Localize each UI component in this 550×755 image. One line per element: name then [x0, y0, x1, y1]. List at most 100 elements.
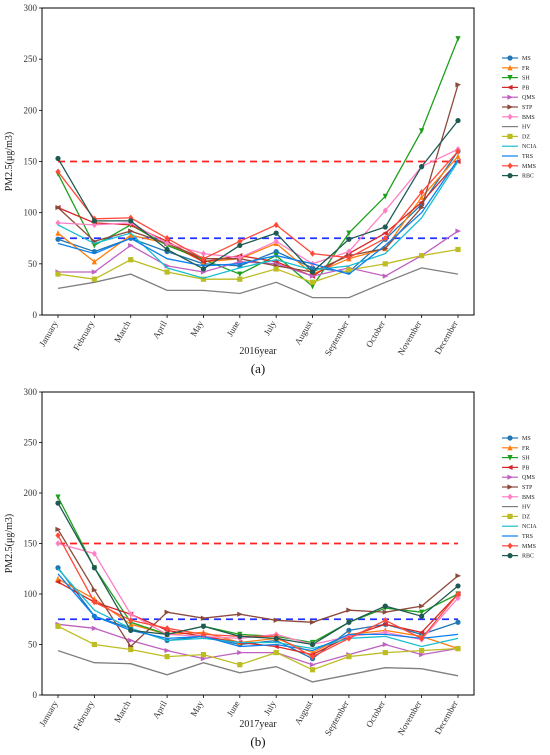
- panel-b-data-point: [237, 662, 243, 668]
- panel-a-series-line: [57, 148, 459, 265]
- panel-a-data-point: [309, 279, 316, 285]
- legend-entry-ncia: NCIA: [522, 144, 537, 150]
- panel-a-series-line: [57, 161, 459, 279]
- panel-b-y-tick-label: 150: [24, 539, 38, 549]
- legend-marker: [507, 104, 514, 110]
- legend-entry-stp: STP: [522, 485, 533, 491]
- panel-a-data-point: [273, 221, 279, 229]
- panel-b-data-point: [455, 583, 461, 589]
- legend-entry-bms: BMS: [522, 115, 535, 121]
- panel-a-series-line: [57, 159, 459, 275]
- panel-a-data-point: [382, 235, 388, 242]
- legend-entry-dz: DZ: [522, 514, 530, 520]
- panel-b-data-point: [128, 617, 134, 624]
- panel-a-panel-label: (a): [251, 361, 265, 376]
- panel-b-data-point: [91, 565, 97, 571]
- panel-b-y-axis-label: PM2.5(μg/m3): [4, 514, 15, 574]
- panel-a-y-tick-label: 0: [33, 310, 38, 320]
- legend-entry-bms: BMS: [522, 495, 535, 501]
- panel-b-y-tick-label: 0: [33, 690, 38, 700]
- panel-b-data-point: [128, 627, 134, 633]
- panel-a-data-point: [309, 273, 316, 279]
- panel-a-data-point: [346, 248, 352, 255]
- panel-a-x-tick-label: February: [71, 319, 96, 353]
- panel-a-data-point: [91, 276, 97, 282]
- panel-a-data-point: [455, 228, 462, 234]
- panel-a-data-point: [91, 242, 97, 249]
- panel-b-series-rbc: [55, 500, 461, 648]
- panel-b-data-point: [346, 619, 352, 625]
- panel-b-data-point: [382, 603, 388, 609]
- panel-a-data-point: [346, 254, 352, 261]
- legend-marker: [507, 553, 513, 559]
- legend-marker: [507, 94, 514, 100]
- panel-a-y-axis-label: PM2.5(μg/m3): [4, 132, 15, 192]
- panel-b-data-point: [164, 625, 170, 632]
- panel-a-data-point: [455, 82, 462, 88]
- panel-b-data-point: [382, 617, 388, 624]
- panel-a-x-tick-label: June: [225, 319, 242, 338]
- panel-b-data-point: [237, 649, 243, 656]
- panel-b-data-point: [200, 631, 207, 638]
- panel-b-series-line: [57, 649, 459, 683]
- panel-b-data-point: [200, 652, 207, 658]
- legend-entry-rbc: RBC: [522, 174, 534, 180]
- panel-a-series-line: [57, 161, 459, 277]
- panel-b-data-point: [237, 611, 243, 617]
- panel-b-series-trs: [57, 573, 459, 652]
- panel-b-series-line: [57, 578, 459, 654]
- panel-b-data-point: [455, 590, 461, 598]
- legend-marker: [507, 455, 513, 461]
- legend-entry-ms: MS: [522, 56, 531, 62]
- panel-a-data-point: [128, 257, 134, 263]
- panel-a-y-tick-label: 150: [24, 157, 38, 167]
- panel-a-x-tick-label: September: [323, 319, 351, 357]
- panel-b-data-point: [382, 609, 389, 615]
- panel-b-data-point: [128, 637, 134, 644]
- panel-b-data-point: [128, 611, 134, 618]
- panel-b-data-point: [419, 603, 425, 609]
- panel-b-y-tick-label: 100: [24, 589, 38, 599]
- panel-a-series-line: [57, 248, 459, 283]
- panel-a-data-point: [273, 266, 279, 272]
- panel-a-data-point: [91, 218, 97, 224]
- panel-a-data-point: [91, 258, 97, 265]
- panel-a-data-point: [382, 224, 388, 230]
- panel-a-data-point: [455, 246, 461, 253]
- panel-b-data-point: [309, 662, 316, 668]
- legend-marker: [506, 464, 513, 470]
- panel-b-panel-label: (b): [250, 734, 265, 749]
- panel-a-data-point: [128, 242, 134, 249]
- legend-entry-pb: PB: [522, 85, 529, 91]
- panel-a-x-tick-label: March: [112, 319, 133, 345]
- legend-marker: [507, 542, 513, 549]
- panel-b-data-point: [309, 641, 316, 648]
- panel-b-data-point: [382, 621, 388, 627]
- legend-marker: [507, 493, 513, 500]
- panel-b-x-tick-label: August: [293, 699, 315, 727]
- legend-marker: [507, 513, 513, 519]
- panel-b-x-tick-label: November: [396, 699, 424, 737]
- legend-entry-hv: HV: [522, 125, 531, 131]
- panel-b-series-line: [57, 502, 459, 646]
- panel-b-data-point: [419, 652, 425, 658]
- panel-a-series-line: [57, 84, 459, 273]
- panel-a-x-tick-label: August: [293, 319, 315, 347]
- panel-b-series-line: [57, 542, 459, 646]
- panel-a-data-point: [382, 230, 388, 236]
- panel-b-x-tick-label: December: [433, 699, 460, 736]
- panel-b-data-point: [273, 635, 279, 642]
- legend-entry-sh: SH: [522, 456, 530, 462]
- chart-panel-b: 0 50 100 150 200 250 300 January February March Ap…: [4, 387, 537, 749]
- panel-b-data-point: [309, 667, 316, 673]
- panel-a-data-point: [309, 283, 316, 290]
- panel-a-data-point: [55, 219, 61, 227]
- panel-b-data-point: [455, 573, 462, 579]
- panel-b-data-point: [419, 647, 425, 654]
- panel-a-data-point: [55, 155, 61, 162]
- panel-b-y-tick-label: 300: [24, 387, 38, 397]
- panel-b-data-point: [55, 532, 61, 539]
- panel-a-data-point: [128, 228, 134, 234]
- panel-a-y-tick-label: 250: [24, 54, 38, 64]
- panel-b-x-axis-label: 2017year: [239, 719, 277, 730]
